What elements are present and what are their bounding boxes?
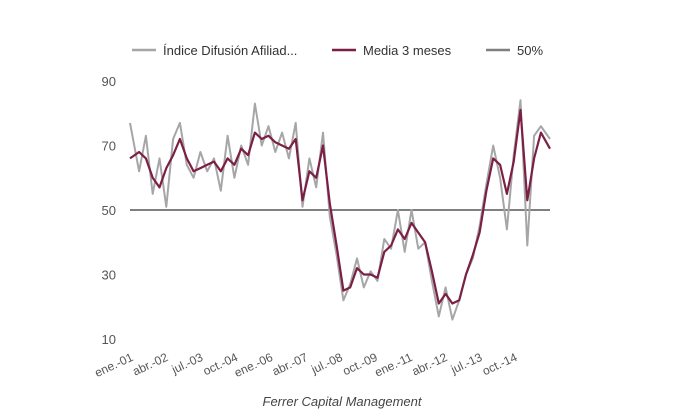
x-tick-label: ene.-01 [92,350,135,380]
x-tick-label: jul.-03 [169,350,206,377]
x-tick-label: abr.-02 [130,350,170,379]
series-layer [129,99,551,321]
series-line-moving-average [129,108,551,305]
y-tick-label: 30 [102,268,116,283]
y-tick-label: 50 [102,203,116,218]
x-tick-label: oct.-09 [340,350,379,378]
x-tick-label: ene.-11 [373,350,415,380]
y-tick-label: 90 [102,74,116,89]
legend-label-moving-average: Media 3 meses [363,43,452,58]
x-tick-label: ene.-06 [232,350,275,380]
legend-label-50-percent: 50% [517,43,543,58]
y-tick-label: 70 [102,139,116,154]
series-line-diffusion-index [129,99,551,321]
y-axis-ticks: 10 30 50 70 90 [102,74,116,347]
y-tick-label: 10 [102,332,116,347]
x-tick-label: jul.-08 [308,350,345,377]
x-tick-label: oct.-14 [480,350,519,378]
x-tick-label: jul.-13 [448,350,485,377]
x-tick-label: abr.-12 [410,350,450,379]
source-caption: Ferrer Capital Management [263,394,423,409]
legend-label-diffusion-index: Índice Difusión Afiliad... [163,43,297,58]
x-tick-label: abr.-07 [270,350,310,379]
legend: Índice Difusión Afiliad... Media 3 meses… [132,43,543,58]
